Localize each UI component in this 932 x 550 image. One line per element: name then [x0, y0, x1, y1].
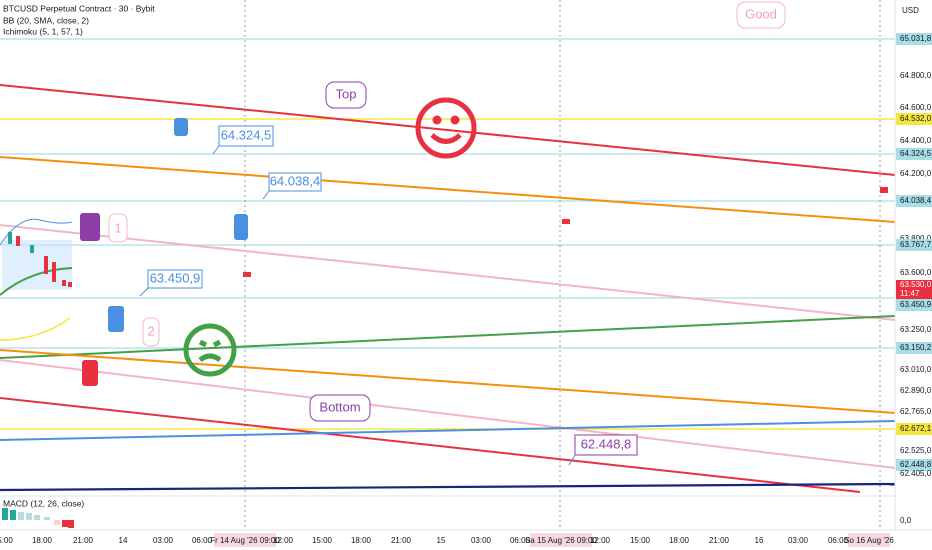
- annotation: 2: [147, 323, 154, 338]
- symbol-title: BTCUSD Perpetual Contract · 30 · Bybit: [3, 3, 155, 13]
- price-label: 63.250,0: [900, 325, 932, 334]
- price-label-box: [896, 148, 932, 160]
- price-label: 64.324,5: [900, 149, 932, 158]
- annotation: Good: [745, 6, 777, 21]
- time-label: 5:00: [0, 536, 13, 545]
- candles: [0, 218, 73, 341]
- time-label: 06:00: [192, 536, 213, 545]
- hand-icons: [80, 118, 248, 386]
- price-label: 62.448,8: [900, 460, 932, 469]
- smiley-happy: [415, 97, 477, 159]
- price-label: 62.890,0: [900, 386, 932, 395]
- callouts: [108, 1, 786, 466]
- price-label-box: [896, 423, 932, 435]
- price-label: 64.038,4: [900, 196, 932, 205]
- currency: USD: [902, 6, 919, 15]
- price-label: 62.765,0: [900, 407, 932, 416]
- time-label: 03:00: [153, 536, 174, 545]
- time-label: 16: [755, 536, 764, 545]
- time-label: 14: [119, 536, 128, 545]
- price-label: 62.405,0: [900, 469, 932, 478]
- price-label: 63.450,9: [900, 300, 932, 309]
- price-label: 64.200,0: [900, 169, 932, 178]
- smiley-neutral: [183, 323, 237, 377]
- time-label: Sa 15 Aug '26 09:00: [525, 536, 597, 545]
- price-label: 63.010,0: [900, 365, 932, 374]
- price-label: 65.031,8: [900, 34, 932, 43]
- indicator-label: BB (20, SMA, close, 2): [3, 15, 89, 25]
- annotation: Top: [336, 86, 357, 101]
- price-label-box: [896, 113, 932, 125]
- time-label-box: [530, 533, 592, 547]
- time-label: 15: [437, 536, 446, 545]
- annotation: 62.448,8: [581, 436, 632, 451]
- annotation: 1: [114, 220, 121, 235]
- annotation: 63.450,9: [150, 270, 201, 285]
- vertical-markers: [244, 0, 881, 530]
- price-label-box: [896, 342, 932, 354]
- time-label: 03:00: [788, 536, 809, 545]
- time-label: 18:00: [669, 536, 690, 545]
- time-label: 21:00: [391, 536, 412, 545]
- macd-histogram: [2, 508, 74, 528]
- time-label-box: [848, 533, 890, 547]
- time-label: Fr 14 Aug '26 09:00: [210, 536, 280, 545]
- countdown: 11:47: [900, 289, 920, 298]
- price-label: 64.600,0: [900, 103, 932, 112]
- time-label-box: [214, 533, 276, 547]
- time-label: 18:00: [32, 536, 53, 545]
- time-label: 18:00: [351, 536, 372, 545]
- annotation: Bottom: [319, 399, 360, 414]
- time-label: 06:00: [828, 536, 849, 545]
- annotation: 64.324,5: [221, 127, 272, 142]
- price-label: 64.800,0: [900, 71, 932, 80]
- price-label: 63.600,0: [900, 268, 932, 277]
- last-price: 63.530,0: [900, 280, 932, 289]
- price-label: 64.532,0: [900, 114, 932, 123]
- time-label: 15:00: [312, 536, 333, 545]
- time-label: 21:00: [73, 536, 94, 545]
- price-label: 62.672,1: [900, 424, 932, 433]
- time-label: 12:00: [590, 536, 611, 545]
- price-label-box: [896, 299, 932, 311]
- time-label: 06:00: [510, 536, 531, 545]
- annotation: 64.038,4: [270, 173, 321, 188]
- macd-zero: 0,0: [900, 516, 912, 525]
- last-price-box: [896, 280, 932, 300]
- trend-lines: [0, 84, 896, 493]
- price-label-box: [896, 33, 932, 45]
- price-label-box: [896, 459, 932, 471]
- price-label-box: [896, 195, 932, 207]
- time-label: 21:00: [709, 536, 730, 545]
- macd-label: MACD (12, 26, close): [3, 498, 84, 508]
- price-label: 62.525,0: [900, 446, 932, 455]
- indicator-label: Ichimoku (5, 1, 57, 1): [3, 26, 83, 36]
- time-label: 03:00: [471, 536, 492, 545]
- price-label: 63.767,7: [900, 240, 932, 249]
- price-label-box: [896, 239, 932, 251]
- time-label: 12:00: [273, 536, 294, 545]
- price-label: 64.400,0: [900, 136, 932, 145]
- time-label: So 16 Aug '26: [844, 536, 894, 545]
- price-label: 63.800,0: [900, 234, 932, 243]
- time-label: 15:00: [630, 536, 651, 545]
- price-label: 63.150,2: [900, 343, 932, 352]
- flags: [243, 187, 888, 277]
